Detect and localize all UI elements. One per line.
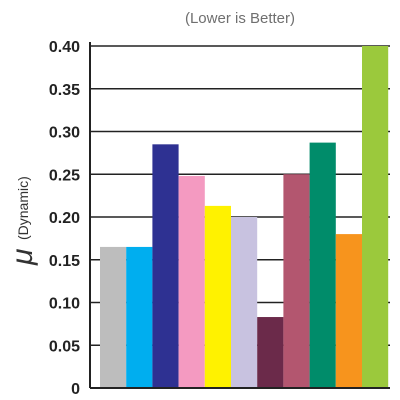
chart-subtitle: (Lower is Better): [184, 10, 296, 27]
bar-10: [335, 234, 362, 388]
y-tick-labels: 0 0.05 0.10 0.15 0.20 0.25 0.30 0.35 0.40: [49, 39, 80, 398]
y-tick-label: 0: [71, 381, 80, 398]
bar-8: [283, 174, 310, 388]
bar-2: [126, 246, 153, 388]
bar-3: [152, 144, 179, 388]
y-axis-label: μ (Dynamic): [6, 176, 39, 266]
bar-4: [178, 175, 205, 388]
y-tick-label: 0.20: [49, 210, 80, 227]
bar-9: [309, 142, 336, 388]
y-tick-label: 0.10: [49, 296, 80, 313]
y-tick-label: 0.15: [49, 253, 80, 270]
y-tick-label: 0.05: [49, 338, 80, 355]
bar-1: [100, 246, 127, 388]
bar-6: [231, 217, 258, 388]
y-tick-label: 0.30: [49, 125, 80, 142]
bar-5: [204, 205, 231, 388]
y-axis-label-text: (Dynamic): [15, 176, 31, 240]
y-tick-label: 0.35: [49, 82, 80, 99]
y-tick-label: 0.25: [49, 167, 80, 184]
y-axis-label-symbol: μ: [6, 249, 39, 266]
bar-7: [257, 317, 284, 388]
bar-11: [362, 46, 389, 388]
bars: [100, 46, 389, 388]
y-tick-label: 0.40: [49, 39, 80, 56]
